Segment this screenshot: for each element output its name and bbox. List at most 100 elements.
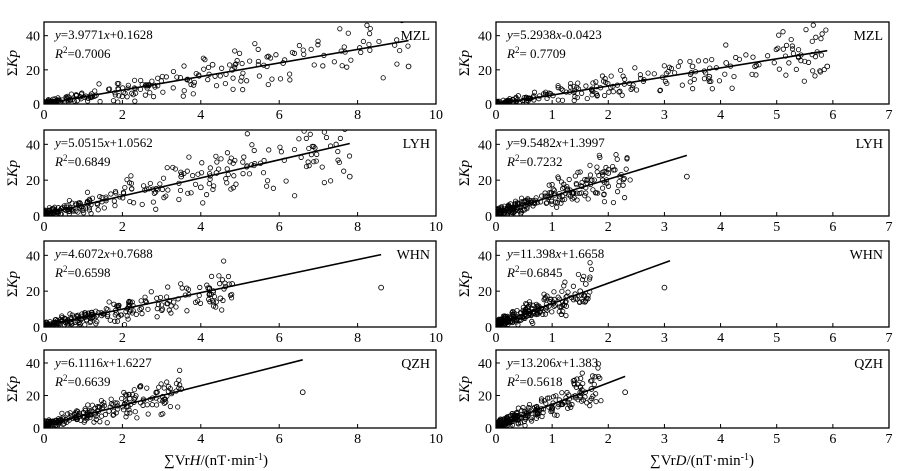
- data-point: [301, 51, 307, 58]
- data-point: [296, 42, 302, 49]
- data-point: [616, 89, 622, 95]
- data-point: [525, 197, 531, 203]
- data-point: [260, 170, 267, 176]
- outlier-point: [689, 63, 696, 70]
- x-tick-label: 10: [429, 331, 443, 346]
- data-point: [175, 404, 181, 410]
- data-point: [687, 79, 693, 85]
- data-point: [69, 208, 76, 214]
- data-point: [132, 98, 138, 104]
- data-point: [307, 131, 313, 137]
- data-point: [574, 197, 580, 203]
- data-point: [511, 99, 517, 104]
- data-point: [224, 180, 230, 186]
- data-point: [93, 321, 99, 327]
- data-point: [499, 424, 505, 428]
- data-point: [154, 306, 160, 312]
- regression-line: [44, 39, 409, 104]
- data-point: [303, 135, 309, 141]
- data-point: [380, 75, 386, 81]
- data-point: [198, 170, 205, 176]
- data-point: [127, 410, 133, 416]
- x-tick-label: 7: [886, 331, 893, 346]
- data-point: [227, 62, 233, 68]
- data-point: [173, 380, 180, 387]
- x-tick-label: 3: [661, 331, 668, 346]
- data-point: [300, 47, 306, 53]
- data-point: [496, 99, 499, 104]
- x-tick-label: 6: [276, 108, 283, 123]
- data-point: [236, 50, 243, 56]
- data-point: [148, 289, 154, 295]
- data-point: [813, 34, 819, 40]
- data-point: [793, 66, 799, 73]
- data-point: [150, 94, 157, 100]
- data-point: [88, 318, 94, 325]
- data-point: [583, 298, 589, 304]
- data-point: [595, 365, 601, 371]
- r-squared: R2=0.6849: [54, 153, 111, 169]
- data-point: [393, 7, 397, 11]
- data-point: [255, 46, 261, 52]
- data-point: [622, 195, 628, 201]
- data-point: [568, 80, 574, 87]
- data-point: [218, 156, 224, 162]
- y-tick-label: 20: [478, 64, 492, 79]
- x-tick-label: 2: [119, 432, 126, 447]
- data-point: [98, 413, 105, 419]
- data-point: [783, 42, 790, 48]
- data-point: [270, 185, 277, 191]
- data-point: [149, 402, 155, 408]
- data-point: [89, 94, 95, 100]
- data-point: [239, 60, 245, 67]
- data-point: [587, 260, 593, 266]
- data-point: [587, 162, 593, 168]
- x-tick-label: 8: [354, 220, 361, 235]
- station-label: QZH: [401, 357, 430, 372]
- data-point: [558, 401, 564, 408]
- data-point: [127, 198, 133, 205]
- data-point: [585, 196, 591, 202]
- data-point: [569, 196, 575, 202]
- data-point: [133, 90, 139, 96]
- data-point: [753, 62, 759, 68]
- y-tick-label: 40: [478, 249, 492, 264]
- data-point: [586, 276, 593, 282]
- y-tick-label: 20: [26, 174, 40, 189]
- data-point: [788, 36, 794, 43]
- data-point: [558, 86, 564, 92]
- x-tick-label: 0: [493, 220, 500, 235]
- data-point: [153, 402, 160, 408]
- data-point: [277, 76, 284, 82]
- outlier-point: [622, 389, 628, 396]
- x-tick-label: 4: [717, 220, 724, 235]
- data-point: [331, 59, 337, 65]
- x-tick-label: 2: [119, 220, 126, 235]
- data-point: [188, 190, 194, 196]
- data-point: [210, 186, 216, 193]
- data-point: [116, 93, 122, 99]
- regression-line: [496, 154, 688, 215]
- data-point: [551, 289, 557, 295]
- data-point: [231, 173, 237, 179]
- data-point: [132, 409, 138, 415]
- data-point: [544, 395, 551, 401]
- data-point: [591, 177, 597, 183]
- data-point: [619, 92, 625, 98]
- data-point: [267, 55, 274, 61]
- data-point: [575, 271, 582, 278]
- data-point: [59, 315, 65, 321]
- data-point: [565, 399, 571, 405]
- data-point: [108, 401, 114, 407]
- data-point: [405, 43, 411, 49]
- data-point: [367, 31, 373, 37]
- data-point: [789, 46, 796, 52]
- data-point: [278, 149, 284, 155]
- data-point: [73, 92, 79, 98]
- data-point: [219, 307, 225, 313]
- data-point: [823, 27, 829, 33]
- data-point: [549, 182, 555, 188]
- data-point: [84, 189, 91, 195]
- data-point: [273, 52, 279, 58]
- data-point: [599, 73, 606, 79]
